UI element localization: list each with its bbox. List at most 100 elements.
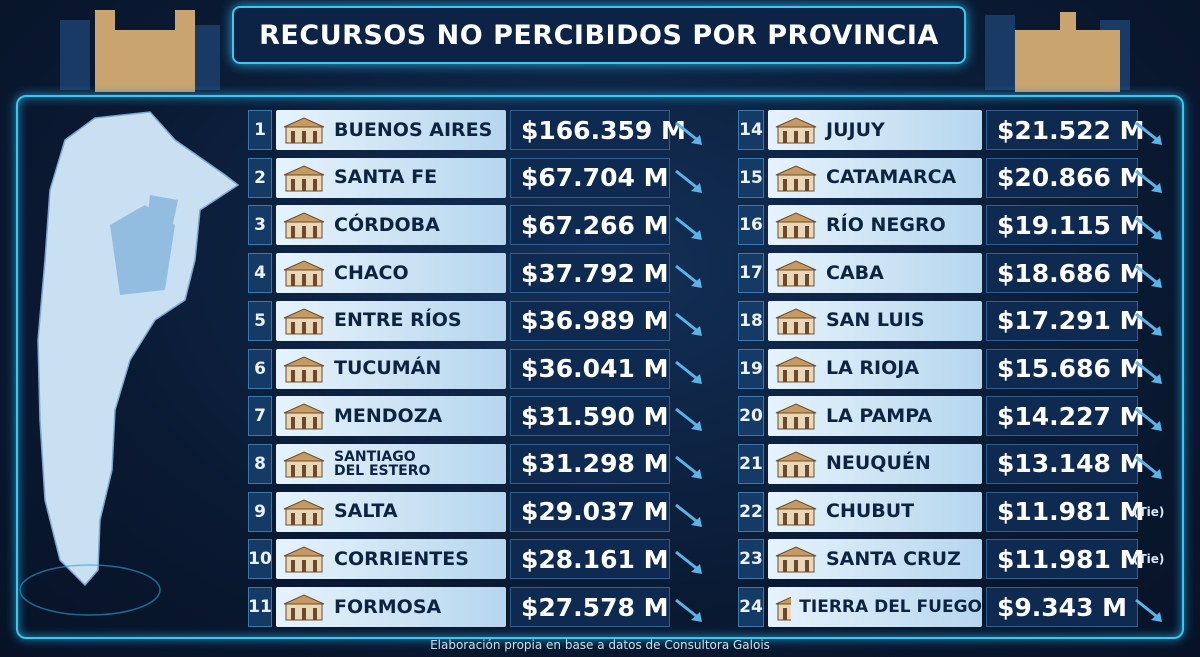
building-icon [283,212,325,239]
building-icon [775,308,817,335]
amount: $27.578 M [510,587,670,627]
amount: $31.298 M [510,443,670,484]
trend-arrow [675,264,702,289]
amount: $28.161 M [510,539,670,580]
trend-arrow [675,217,702,241]
province-name-cell: SANTA CRUZ [768,539,982,580]
amount: $13.148 M [986,443,1144,484]
trend-arrow [675,360,702,384]
building-icon [283,594,325,621]
amount-value: $166.359 M [521,115,686,145]
amount: $15.686 M [986,348,1144,389]
province-name: SANTA CRUZ [826,547,961,570]
province-name: CORRIENTES [334,547,469,570]
province-name: JUJUY [826,118,885,141]
province-name: MENDOZA [334,404,443,427]
building-icon [283,165,325,192]
building-icon [775,117,817,144]
amount: $21.522 M [986,110,1144,150]
amount-value: $36.989 M [521,306,669,336]
amount: $18.686 M [986,253,1144,294]
skyline-left [60,10,220,92]
province-name: TIERRA DEL FUEGO [799,596,982,617]
province-name-cell: CORRIENTES [276,539,506,580]
province-name: ENTRE RÍOS [334,309,462,332]
province-name: CATAMARCA [826,166,957,189]
trend-arrow [675,169,702,193]
trend-arrow [675,455,702,479]
province-name-cell: JUJUY [768,110,982,150]
building-icon [775,596,792,621]
building-icon [283,117,325,144]
province-name-cell: CHUBUT [768,491,982,532]
province-name-cell: MENDOZA [276,396,506,437]
amount-value: $15.686 M [997,354,1145,383]
rank: 1 [248,110,272,150]
province-name-cell: SANTIAGO DEL ESTERO [276,443,506,484]
rank: 22 [738,491,764,532]
trend-arrow [675,408,702,432]
rank: 23 [738,539,764,580]
building-icon [283,546,325,573]
trend-arrow [1135,455,1162,479]
building-icon [775,546,817,573]
trend-arrow [1135,360,1162,384]
amount-value: $31.590 M [521,401,669,431]
amount: $14.227 M [986,396,1144,437]
rank: 21 [738,443,764,484]
amount-value: $14.227 M [997,401,1145,431]
province-name-cell: CABA [768,253,982,294]
trend-arrow [675,503,702,527]
province-name: BUENOS AIRES [334,118,493,141]
amount-value: $31.298 M [521,449,669,479]
building-icon [283,499,325,526]
building-icon [775,403,817,430]
trend-arrow [1135,121,1162,145]
amount: $166.359 M [510,110,686,150]
map-highlight [110,195,178,295]
rank: 7 [248,396,272,437]
province-name-cell: LA RIOJA [768,348,982,389]
amount-value: $11.981 M [997,497,1145,527]
rank: 20 [738,396,764,437]
province-name: CHUBUT [826,500,915,523]
rank: 10 [248,539,272,580]
rank: 8 [248,443,272,484]
amount-value: $17.291 M [997,306,1145,336]
amount-value: $28.161 M [521,544,669,574]
building-icon [775,355,817,382]
trend-arrow [1135,217,1162,241]
province-name-cell: CATAMARCA [768,157,982,198]
building-icon [775,260,817,287]
tie-note: (Tie) [1133,552,1165,567]
amount: $11.981 M [986,539,1144,580]
rank: 9 [248,491,272,532]
rank: 11 [248,587,272,627]
province-name: CHACO [334,261,409,284]
skyline-right [985,12,1130,92]
province-name-cell: TUCUMÁN [276,348,506,389]
footer: Elaboración propia en base a datos de Co… [430,638,770,652]
amount-value: $67.266 M [521,210,669,240]
province-name: CÓRDOBA [334,213,440,236]
province-name: SALTA [334,500,398,523]
amount-value: $37.792 M [521,258,669,288]
glow-ring [19,564,161,616]
trend-arrow [675,121,702,145]
trend-arrow [675,312,702,336]
amount: $9.343 M [986,587,1138,627]
rank: 24 [738,587,764,627]
amount: $31.590 M [510,396,670,437]
province-name: NEUQUÉN [826,452,931,475]
amount-value: $20.866 M [997,163,1145,193]
rank: 3 [248,205,272,246]
building-icon [283,308,325,335]
tie-note: (Tie) [1133,504,1165,519]
province-name-cell: LA PAMPA [768,396,982,437]
province-name: FORMOSA [334,595,442,618]
building-icon [775,212,817,239]
map [37,111,240,587]
amount: $36.989 M [510,300,670,341]
amount-value: $9.343 M [997,592,1128,622]
